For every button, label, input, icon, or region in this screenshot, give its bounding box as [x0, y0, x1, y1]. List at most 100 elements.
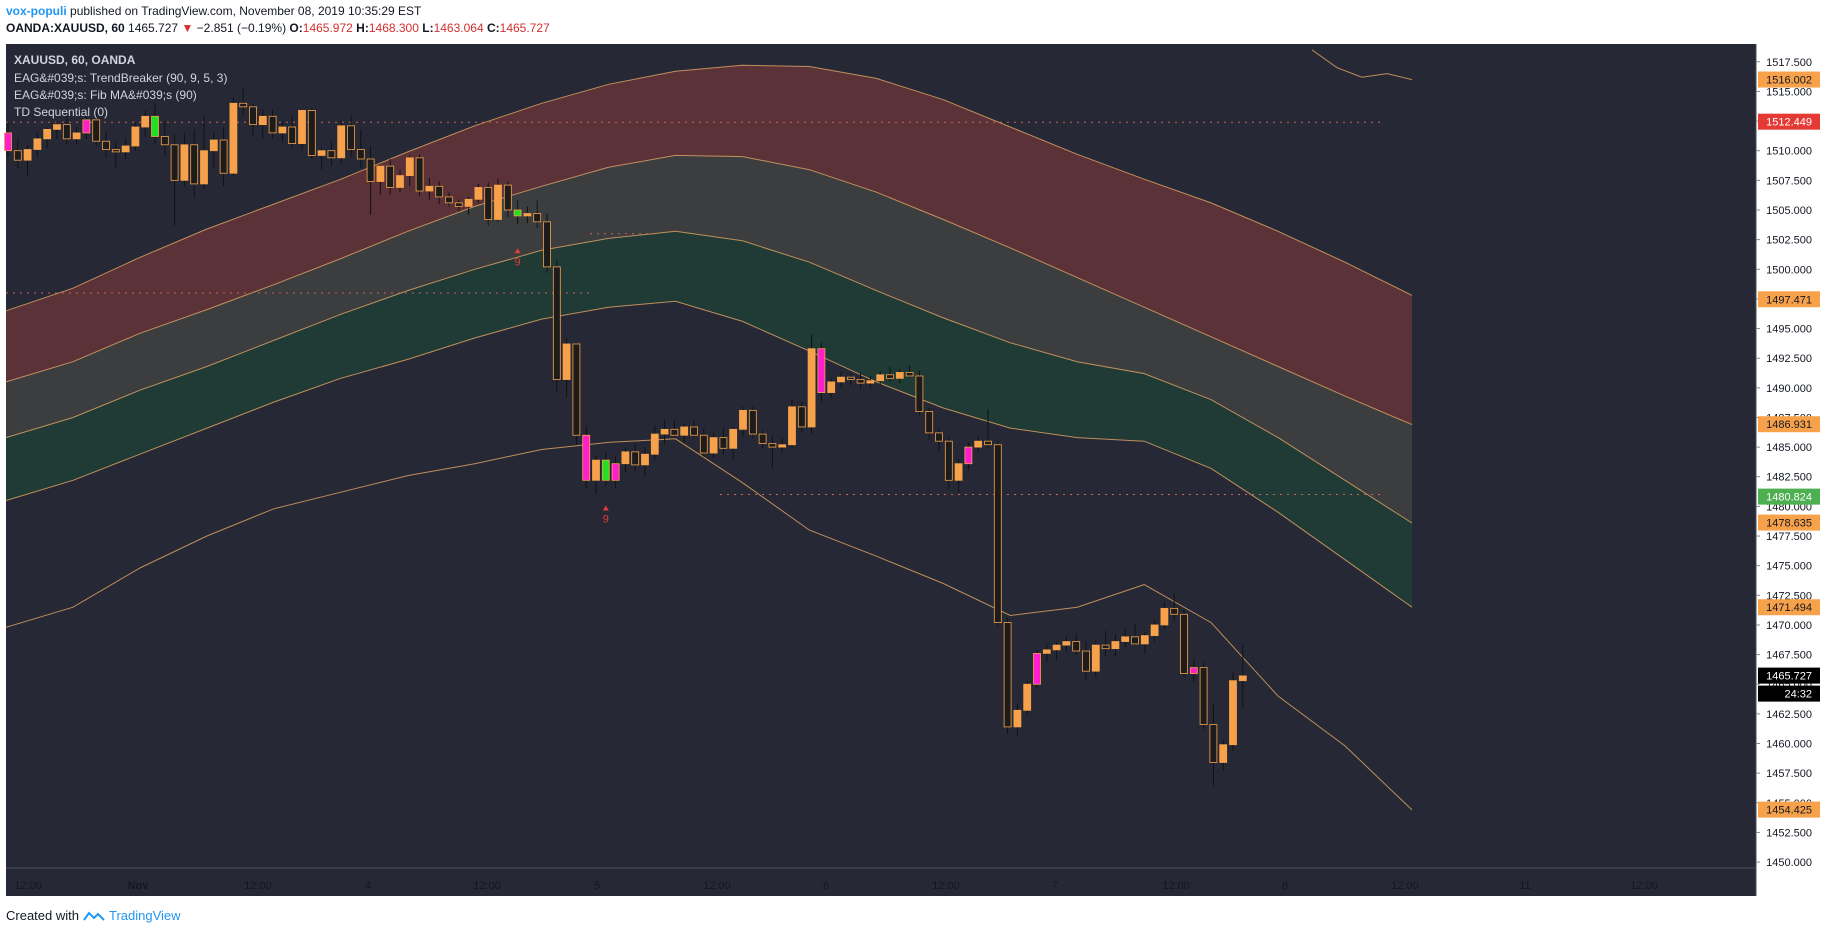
price-axis[interactable]: 1450.0001452.5001455.0001457.5001460.000…: [1756, 57, 1812, 869]
published-text: published on TradingView.com, November 0…: [70, 4, 422, 18]
x-tick-label: 5: [594, 880, 600, 892]
price-label-box: [1758, 291, 1820, 308]
candle: [699, 434, 708, 454]
upper-band-zone: [6, 65, 1412, 425]
legend-fib-ma[interactable]: EAG&#039;s: Fib MA&#039;s (90): [14, 88, 197, 102]
candle: [1180, 613, 1188, 674]
candle: [180, 144, 189, 181]
candle: [915, 375, 924, 412]
candle: [347, 125, 355, 150]
price-label: 1454.425: [1766, 805, 1812, 817]
price-label-box: [1758, 71, 1820, 88]
candle: [523, 213, 532, 217]
candle: [425, 185, 434, 192]
y-tick-label: 1502.500: [1766, 235, 1812, 247]
candle: [1052, 644, 1061, 651]
candle: [1131, 636, 1139, 645]
lower-band-line: [5, 300, 1413, 608]
y-tick-label: 1452.500: [1766, 827, 1812, 839]
candle: [92, 119, 101, 142]
high-value: 1468.300: [368, 21, 419, 35]
candle: [445, 196, 453, 204]
legend-td-sequential[interactable]: TD Sequential (0): [14, 105, 108, 119]
candle: [768, 443, 777, 448]
x-tick-label: 12:00: [473, 880, 501, 892]
candle: [43, 128, 52, 140]
close-label: C:: [486, 21, 500, 35]
time-axis[interactable]: 12:00 Nov 12:00 4 12:00 5 12:00 6 12:00 7 12:00 8 12…: [14, 880, 1658, 892]
outer-upper-line: [1311, 49, 1413, 81]
candle: [543, 221, 551, 268]
candle: [837, 376, 845, 383]
candle: [925, 411, 934, 434]
tradingview-link[interactable]: TradingView: [108, 908, 181, 923]
candle: [131, 126, 140, 147]
symbol-info: OANDA:XAUUSD, 60 1465.727 ▼ −2.851 (−0.1…: [6, 21, 550, 35]
x-tick-label: 12:00: [932, 880, 960, 892]
candle: [23, 149, 32, 161]
candle: [454, 202, 463, 207]
candle: [905, 372, 914, 377]
candle: [797, 406, 806, 428]
candle: [1062, 641, 1071, 646]
candle: [258, 115, 267, 126]
candle: [484, 187, 493, 220]
candle: [474, 187, 483, 200]
td-arrow-icon: [602, 505, 609, 511]
candle: [739, 409, 747, 430]
candle: [72, 132, 81, 140]
y-tick-label: 1515.000: [1766, 86, 1812, 98]
candle: [1033, 653, 1041, 685]
legend-symbol: XAUUSD, 60, OANDA: [14, 53, 136, 67]
price-label-box: [1758, 416, 1820, 433]
candle: [366, 158, 375, 182]
candle: [1229, 680, 1237, 746]
candle: [974, 440, 983, 448]
y-tick-label: 1507.500: [1766, 175, 1812, 187]
author-name[interactable]: vox-populi: [6, 4, 67, 18]
x-tick-label: 12:00: [1630, 880, 1658, 892]
td-arrow-icon: [514, 248, 521, 254]
candle: [121, 145, 130, 153]
x-tick-label: 6: [823, 880, 829, 892]
y-tick-label: 1485.000: [1766, 442, 1812, 454]
candle: [1101, 644, 1110, 650]
price-label-box: [1758, 667, 1820, 684]
td-count-label: 9: [515, 256, 521, 268]
symbol-name: OANDA:XAUUSD, 60: [6, 21, 125, 35]
outer-lower-line: [5, 438, 1413, 811]
candle: [1121, 636, 1130, 642]
candle: [1072, 641, 1081, 652]
candle: [82, 119, 91, 134]
candle: [415, 157, 424, 192]
candle: [552, 266, 561, 380]
price-label: 1465.727: [1766, 671, 1812, 683]
x-tick-label: 7: [1052, 880, 1058, 892]
candle: [268, 115, 277, 134]
candle: [1091, 644, 1100, 672]
y-tick-label: 1517.500: [1766, 57, 1812, 69]
price-label-box: [1758, 801, 1820, 818]
candle: [690, 426, 698, 436]
candle: [209, 139, 218, 152]
footer: Created with TradingView: [6, 908, 181, 923]
candle: [53, 124, 61, 130]
candle: [895, 372, 904, 379]
candle: [1013, 709, 1022, 728]
candle: [709, 437, 718, 454]
candle: [533, 213, 542, 223]
candle: [111, 149, 120, 153]
countdown-box: [1758, 685, 1820, 702]
candle: [592, 459, 600, 481]
candle: [984, 440, 992, 446]
legend-trendbreaker[interactable]: EAG&#039;s: TrendBreaker (90, 9, 5, 3): [14, 71, 227, 85]
price-label: 1478.635: [1766, 518, 1812, 530]
candle: [935, 432, 943, 442]
price-label: 1480.824: [1766, 492, 1812, 504]
candle: [494, 184, 502, 220]
candle: [1160, 607, 1169, 626]
open-value: 1465.972: [302, 21, 353, 35]
candle: [680, 426, 689, 436]
candle: [317, 150, 326, 156]
